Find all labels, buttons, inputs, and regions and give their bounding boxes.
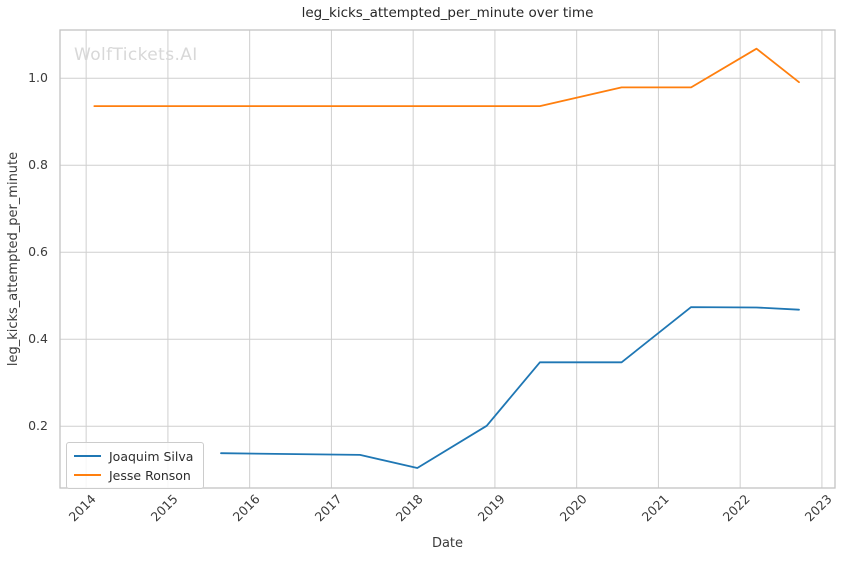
- y-tick-label: 0.2: [28, 418, 48, 434]
- y-tick-label: 1.0: [28, 70, 48, 86]
- legend-item: Joaquim Silva: [74, 448, 193, 464]
- plot-border: [59, 29, 836, 489]
- legend-line-sample: [74, 474, 101, 476]
- chart-title: leg_kicks_attempted_per_minute over time: [301, 5, 594, 21]
- y-tick-label: 0.4: [28, 331, 48, 347]
- series-line-jesse-ronson: [93, 47, 800, 107]
- legend-line-sample: [74, 455, 101, 457]
- x-axis-label: Date: [431, 536, 464, 551]
- legend-label: Jesse Ronson: [109, 467, 191, 483]
- legend-item: Jesse Ronson: [74, 467, 193, 483]
- y-tick-label: 0.6: [28, 244, 48, 260]
- legend: Joaquim Silva Jesse Ronson: [66, 442, 205, 489]
- legend-label: Joaquim Silva: [109, 448, 194, 464]
- y-tick-label: 0.8: [28, 157, 48, 173]
- watermark: WolfTickets.AI: [74, 45, 198, 65]
- series-line-joaquim-silva: [220, 306, 800, 469]
